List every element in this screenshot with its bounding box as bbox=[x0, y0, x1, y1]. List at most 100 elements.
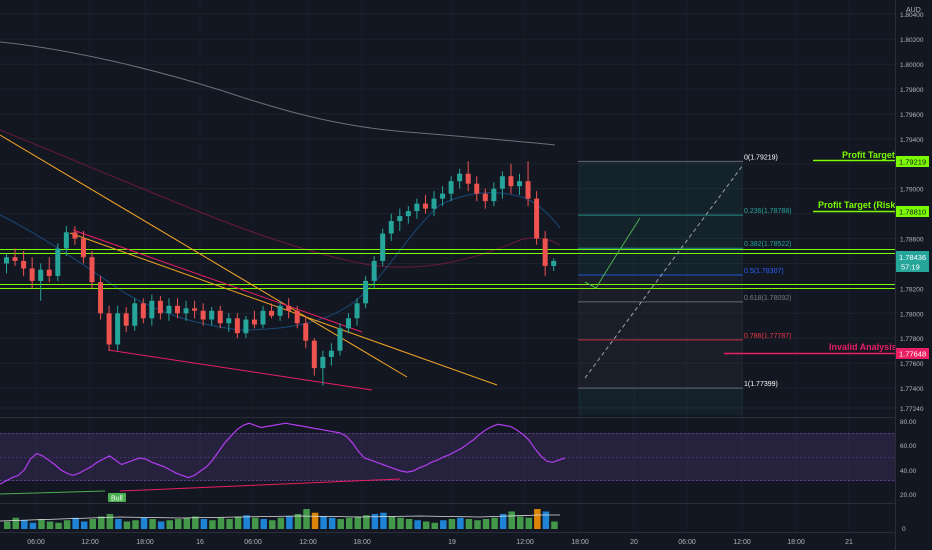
volume-bar bbox=[63, 520, 71, 529]
volume-bar bbox=[12, 517, 20, 529]
wedge-line-bottom bbox=[107, 349, 373, 391]
price-axis-label: 1.78200 bbox=[900, 286, 924, 293]
candle-body bbox=[200, 310, 206, 320]
candle-body bbox=[380, 233, 386, 261]
candle-body bbox=[448, 181, 454, 194]
candle-body bbox=[457, 173, 463, 182]
time-axis-label: 18:00 bbox=[136, 539, 154, 546]
volume-bar bbox=[474, 520, 481, 529]
volume-bar bbox=[89, 519, 96, 529]
volume-bar bbox=[80, 521, 88, 529]
volume-bar bbox=[320, 516, 327, 529]
price-grid bbox=[0, 13, 895, 409]
price-axis-label: 1.78000 bbox=[900, 311, 924, 318]
candle-body bbox=[55, 248, 61, 276]
price-axis-label: 1.79800 bbox=[900, 87, 924, 94]
volume-bar bbox=[98, 516, 105, 529]
candle-body bbox=[115, 313, 121, 345]
fib-retracement[interactable]: 0(1.79219) 0.236(1.78788) 0.382(1.78522) 0.… bbox=[578, 154, 791, 415]
volume-bar bbox=[149, 519, 156, 529]
volume-bar bbox=[200, 519, 208, 529]
fib-level-label: 0(1.79219) bbox=[744, 154, 778, 161]
candle-body bbox=[140, 303, 146, 319]
volume-bar bbox=[157, 521, 165, 529]
volume-bar bbox=[517, 516, 524, 529]
volume-bar bbox=[363, 515, 370, 529]
candle-body bbox=[397, 216, 403, 222]
volume-bar bbox=[388, 516, 396, 529]
volume-axis-label: 0 bbox=[902, 526, 906, 533]
price-axis-label: 1.79400 bbox=[900, 137, 924, 144]
candle-body bbox=[175, 305, 180, 314]
volume-bar bbox=[294, 514, 302, 529]
volume-bar bbox=[175, 519, 182, 529]
bull-badge-label: Bull bbox=[111, 496, 123, 503]
candle-body bbox=[38, 269, 44, 281]
volume-bar bbox=[303, 509, 310, 529]
rsi-trend-pink bbox=[119, 478, 401, 492]
volume-bar bbox=[448, 519, 456, 529]
price-tag-invalid: 1.77648 bbox=[896, 348, 929, 359]
volume-bar bbox=[269, 520, 276, 529]
candle-body bbox=[192, 308, 198, 311]
time-axis-label: 12:00 bbox=[299, 539, 317, 546]
volume-bar bbox=[243, 515, 250, 529]
candle-body bbox=[106, 313, 112, 345]
trend-line-orange-2 bbox=[69, 232, 498, 386]
price-axis-bg bbox=[895, 0, 932, 550]
rsi-band bbox=[0, 433, 895, 481]
volume-bar bbox=[551, 521, 558, 529]
volume-bar bbox=[260, 519, 267, 529]
candle-body bbox=[551, 260, 557, 266]
price-tag-profit: 1.79219 bbox=[896, 156, 929, 167]
candle-body bbox=[277, 305, 283, 316]
price-axis[interactable]: AUD 1.80400 1.80200 1.80000 1.79800 1.79600 1… bbox=[895, 0, 932, 550]
volume-bar bbox=[29, 522, 37, 529]
candle-body bbox=[183, 308, 189, 314]
candle-body bbox=[534, 198, 540, 239]
projection-arrow-green bbox=[584, 217, 641, 289]
candle-body bbox=[328, 350, 334, 357]
candle-body bbox=[149, 300, 155, 319]
volume-bar bbox=[132, 520, 139, 529]
volume-bar bbox=[286, 516, 293, 529]
price-tag-profit-text: 1.79219 bbox=[899, 158, 926, 167]
time-axis-label: 06:00 bbox=[244, 539, 262, 546]
candle-body bbox=[474, 183, 480, 194]
bull-badge bbox=[108, 493, 126, 502]
price-axis-label: 1.77240 bbox=[900, 406, 924, 413]
rsi-trend-green bbox=[0, 490, 106, 495]
candle-body bbox=[4, 257, 9, 264]
fib-zone-upper bbox=[578, 161, 743, 276]
volume-bar bbox=[217, 517, 225, 529]
price-axis-label: 1.77800 bbox=[900, 336, 924, 343]
time-axis-label: 06:00 bbox=[678, 539, 696, 546]
candle-body bbox=[29, 268, 35, 281]
volume-bar bbox=[499, 514, 507, 529]
currency-label: AUD bbox=[906, 7, 921, 14]
volume-bar bbox=[440, 520, 447, 529]
price-tag-countdown: 57:19 bbox=[901, 263, 920, 272]
volume-bar bbox=[46, 521, 54, 529]
candle-body bbox=[157, 300, 163, 314]
volume-bar bbox=[4, 521, 11, 529]
fib-level-label: 0.382(1.78522) bbox=[744, 241, 791, 248]
candle-body bbox=[320, 356, 326, 369]
profit-target-risk-label: Profit Target (Risk L bbox=[818, 200, 904, 210]
candle-body bbox=[499, 176, 505, 189]
price-axis-label: 1.80200 bbox=[900, 37, 924, 44]
volume-bar bbox=[534, 509, 541, 529]
volume-bar bbox=[465, 519, 473, 529]
candle-body bbox=[465, 173, 471, 184]
fib-level-label: 0.236(1.78788) bbox=[744, 208, 791, 215]
volume-bar bbox=[457, 517, 464, 529]
time-axis-label: 21 bbox=[845, 539, 853, 546]
candle-body bbox=[542, 238, 548, 266]
volume-bar bbox=[115, 519, 122, 529]
candle-body bbox=[517, 181, 522, 187]
volume-bar bbox=[183, 517, 191, 529]
volume-bar bbox=[226, 519, 233, 529]
time-axis[interactable]: 06:00 12:00 18:00 16 06:00 12:00 18:00 19 12:00 1… bbox=[0, 532, 895, 547]
volume-bar bbox=[337, 519, 344, 529]
